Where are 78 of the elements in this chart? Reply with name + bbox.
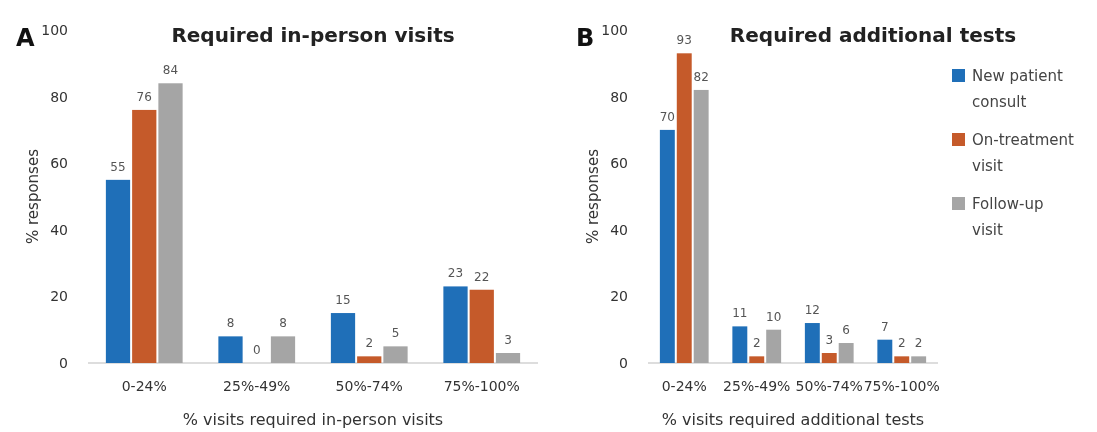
data-label: 84	[162, 63, 179, 78]
bar	[330, 313, 356, 363]
data-label: 70	[659, 109, 675, 124]
data-label: 82	[693, 69, 709, 84]
data-label: 3	[825, 333, 834, 348]
y-tick-label: 60	[50, 155, 68, 172]
data-label: 2	[914, 336, 923, 351]
text: B	[576, 24, 595, 52]
y-tick-label: 20	[50, 288, 68, 305]
bar	[383, 346, 408, 363]
bar	[732, 326, 748, 363]
data-label: 55	[110, 159, 126, 174]
y-tick-label: 20	[610, 288, 628, 305]
data-label: 5	[391, 326, 400, 341]
y-tick-label: 80	[50, 88, 68, 105]
data-label: 15	[335, 293, 351, 308]
y-axis-title: % responses	[24, 148, 42, 244]
x-axis-title: % visits required in-person visits	[182, 410, 444, 429]
bar	[659, 129, 675, 363]
data-label: 8	[226, 316, 235, 331]
legend-label: Follow-up visit	[972, 195, 1044, 239]
data-label: 2	[897, 336, 906, 351]
bar	[804, 323, 820, 363]
y-tick-label: 60	[610, 155, 628, 172]
data-label: 11	[732, 306, 748, 321]
x-tick-label: 0-24%	[121, 378, 167, 394]
data-label: 12	[804, 303, 820, 318]
data-label: 93	[676, 33, 692, 48]
data-label: 6	[842, 323, 850, 338]
bar	[838, 343, 854, 363]
y-tick-label: 40	[50, 221, 68, 238]
x-tick-label: 50%-74%	[795, 378, 863, 394]
data-label: 22	[474, 269, 490, 284]
x-tick-label: 25%-49%	[223, 378, 291, 394]
legend-label: New patient consult	[972, 67, 1063, 111]
y-tick-label: 0	[619, 354, 628, 371]
data-label: 7	[881, 319, 889, 334]
y-tick-label: 100	[601, 21, 628, 38]
bar	[821, 353, 837, 363]
data-label: 10	[766, 309, 782, 324]
x-tick-label: 50%-74%	[335, 378, 403, 394]
bar	[894, 356, 910, 363]
x-tick-label: 75%-100%	[443, 378, 520, 394]
bar	[132, 109, 157, 363]
text: A	[16, 24, 35, 52]
chart-title: Required in-person visits	[171, 23, 455, 47]
data-label: 8	[279, 316, 287, 331]
bar	[469, 289, 494, 363]
bar	[676, 53, 692, 363]
chart-title: Required additional tests	[729, 23, 1017, 47]
x-tick-label: 75%-100%	[863, 378, 940, 394]
y-axis-title: % responses	[584, 148, 602, 244]
x-tick-label: 25%-49%	[723, 378, 791, 394]
y-tick-label: 80	[610, 88, 628, 105]
data-label: 0	[252, 343, 261, 357]
bar	[911, 356, 927, 363]
bar	[766, 329, 782, 363]
y-tick-label: 100	[41, 21, 68, 38]
x-tick-label: 0-24%	[661, 378, 707, 394]
data-label: 2	[365, 336, 374, 351]
y-tick-label: 0	[59, 354, 68, 371]
bar	[495, 353, 521, 363]
bar	[877, 339, 893, 363]
bar	[443, 286, 468, 363]
data-label: 2	[752, 336, 761, 351]
data-label: 3	[504, 333, 512, 348]
legend-label: On-treatment visit	[972, 131, 1075, 175]
bar	[218, 336, 243, 363]
x-axis-title: % visits required additional tests	[661, 410, 925, 429]
data-label: 23	[447, 266, 464, 281]
data-label: 76	[136, 89, 152, 104]
bar	[105, 179, 131, 363]
bar	[693, 89, 709, 363]
bar	[749, 356, 765, 363]
y-tick-label: 40	[610, 221, 628, 238]
bar	[270, 336, 296, 363]
bar	[158, 83, 183, 363]
bar	[357, 356, 382, 363]
